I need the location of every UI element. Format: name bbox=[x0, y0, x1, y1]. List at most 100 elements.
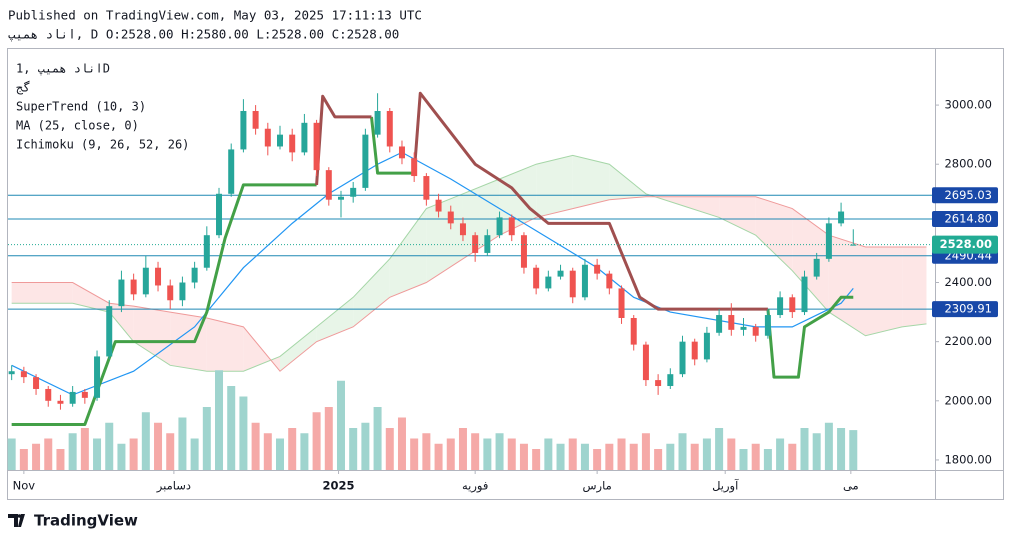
candle-body bbox=[411, 158, 418, 177]
candle-body bbox=[569, 270, 576, 298]
y-tick-label: 2800.00 bbox=[944, 157, 992, 171]
candle-body bbox=[533, 267, 540, 289]
volume-bar bbox=[434, 443, 443, 470]
candle-body bbox=[45, 388, 52, 401]
candle-body bbox=[642, 344, 649, 381]
y-tick-label: 2400.00 bbox=[944, 275, 992, 289]
volume-bar bbox=[605, 443, 614, 470]
volume-bar bbox=[373, 407, 382, 470]
level-label-box bbox=[932, 210, 998, 227]
legend-indicator: MA (25, close, 0) bbox=[16, 119, 139, 133]
legend-ticker: گج bbox=[16, 81, 30, 95]
volume-bar bbox=[824, 422, 833, 470]
volume-bar bbox=[324, 407, 333, 470]
volume-bar bbox=[166, 433, 175, 470]
cloud-segment bbox=[719, 196, 756, 236]
volume-bar bbox=[776, 438, 785, 470]
candle-body bbox=[447, 211, 454, 224]
y-tick-label: 2200.00 bbox=[944, 334, 992, 348]
volume-bar bbox=[556, 443, 565, 470]
candle-body bbox=[289, 134, 296, 153]
volume-bar bbox=[361, 422, 370, 470]
volume-bar bbox=[288, 428, 297, 470]
volume-bar bbox=[849, 430, 858, 470]
candle-body bbox=[740, 326, 747, 330]
candle-body bbox=[825, 223, 832, 259]
volume-bar bbox=[7, 438, 16, 470]
candle-body bbox=[57, 400, 64, 404]
candle-body bbox=[69, 391, 76, 404]
volume-bar bbox=[227, 386, 236, 470]
volume-bar bbox=[788, 443, 797, 470]
x-tick-label: Nov bbox=[13, 479, 36, 493]
level-label: 2309.91 bbox=[944, 302, 992, 316]
candle-body bbox=[618, 288, 625, 318]
volume-bar bbox=[483, 438, 492, 470]
volume-bar bbox=[532, 449, 541, 470]
volume-bar bbox=[117, 443, 126, 470]
candle-body bbox=[508, 217, 515, 236]
cloud-segment bbox=[682, 196, 720, 218]
volume-bar bbox=[80, 428, 89, 470]
candle-body bbox=[716, 315, 723, 333]
candle-body bbox=[655, 380, 662, 387]
y-tick-label: 1800.00 bbox=[944, 452, 992, 466]
candle-body bbox=[386, 110, 393, 147]
plot: 1800.002000.002200.002400.002600.002800.… bbox=[7, 91, 998, 494]
volume-bar bbox=[251, 422, 260, 470]
tradingview-logo: TradingView bbox=[8, 512, 138, 530]
y-tick-label: 2000.00 bbox=[944, 393, 992, 407]
cloud-segment bbox=[11, 282, 73, 304]
candle-body bbox=[94, 356, 101, 398]
candle-body bbox=[20, 371, 27, 378]
volume-bar bbox=[68, 433, 77, 470]
published-note: Published on TradingView.com, May 03, 20… bbox=[8, 8, 422, 23]
candle-body bbox=[130, 279, 137, 295]
x-tick-label: 2025 bbox=[323, 479, 355, 493]
candle-body bbox=[301, 122, 308, 153]
candle-body bbox=[679, 341, 686, 375]
volume-bar bbox=[727, 438, 736, 470]
last-price-label: 2528.00 bbox=[940, 237, 992, 251]
volume-bar bbox=[593, 449, 602, 470]
x-tick-label: دسامبر bbox=[156, 479, 191, 494]
volume-bar bbox=[300, 433, 309, 470]
volume-bar bbox=[446, 438, 455, 470]
candle-body bbox=[850, 244, 857, 246]
cloud-segment bbox=[206, 317, 244, 372]
cloud-segment bbox=[109, 303, 134, 342]
volume-bar bbox=[471, 433, 480, 470]
cloud-segment bbox=[865, 247, 903, 336]
volume-bar bbox=[215, 370, 224, 470]
volume-bar bbox=[336, 380, 345, 470]
volume-bar bbox=[654, 449, 663, 470]
legend-indicator: SuperTrend (10, 3) bbox=[16, 100, 146, 114]
candle-body bbox=[496, 217, 503, 236]
candle-body bbox=[728, 315, 735, 330]
candle-body bbox=[33, 377, 40, 389]
supertrend-down bbox=[315, 94, 372, 186]
chart-frame bbox=[7, 48, 1004, 500]
volume-bar bbox=[715, 428, 724, 470]
cloud-segment bbox=[389, 208, 427, 298]
volume-bar bbox=[495, 433, 504, 470]
volume-bar bbox=[800, 428, 809, 470]
volume-bar bbox=[385, 428, 394, 470]
cloud-segment bbox=[426, 193, 463, 283]
candle-body bbox=[179, 282, 186, 301]
volume-bar bbox=[690, 443, 699, 470]
volume-bar bbox=[812, 433, 821, 470]
candle-body bbox=[142, 267, 149, 295]
level-label-box bbox=[932, 301, 998, 318]
cloud-segment bbox=[755, 196, 793, 271]
supertrend-up bbox=[11, 183, 317, 426]
volume-bar bbox=[178, 417, 187, 470]
candle-body bbox=[277, 134, 284, 147]
cloud-segment bbox=[536, 155, 573, 218]
candle-body bbox=[801, 276, 808, 313]
x-tick-label: فوریه bbox=[462, 479, 488, 494]
candle-body bbox=[167, 285, 174, 301]
brand: TradingView bbox=[34, 512, 138, 530]
volume-bar bbox=[678, 433, 687, 470]
